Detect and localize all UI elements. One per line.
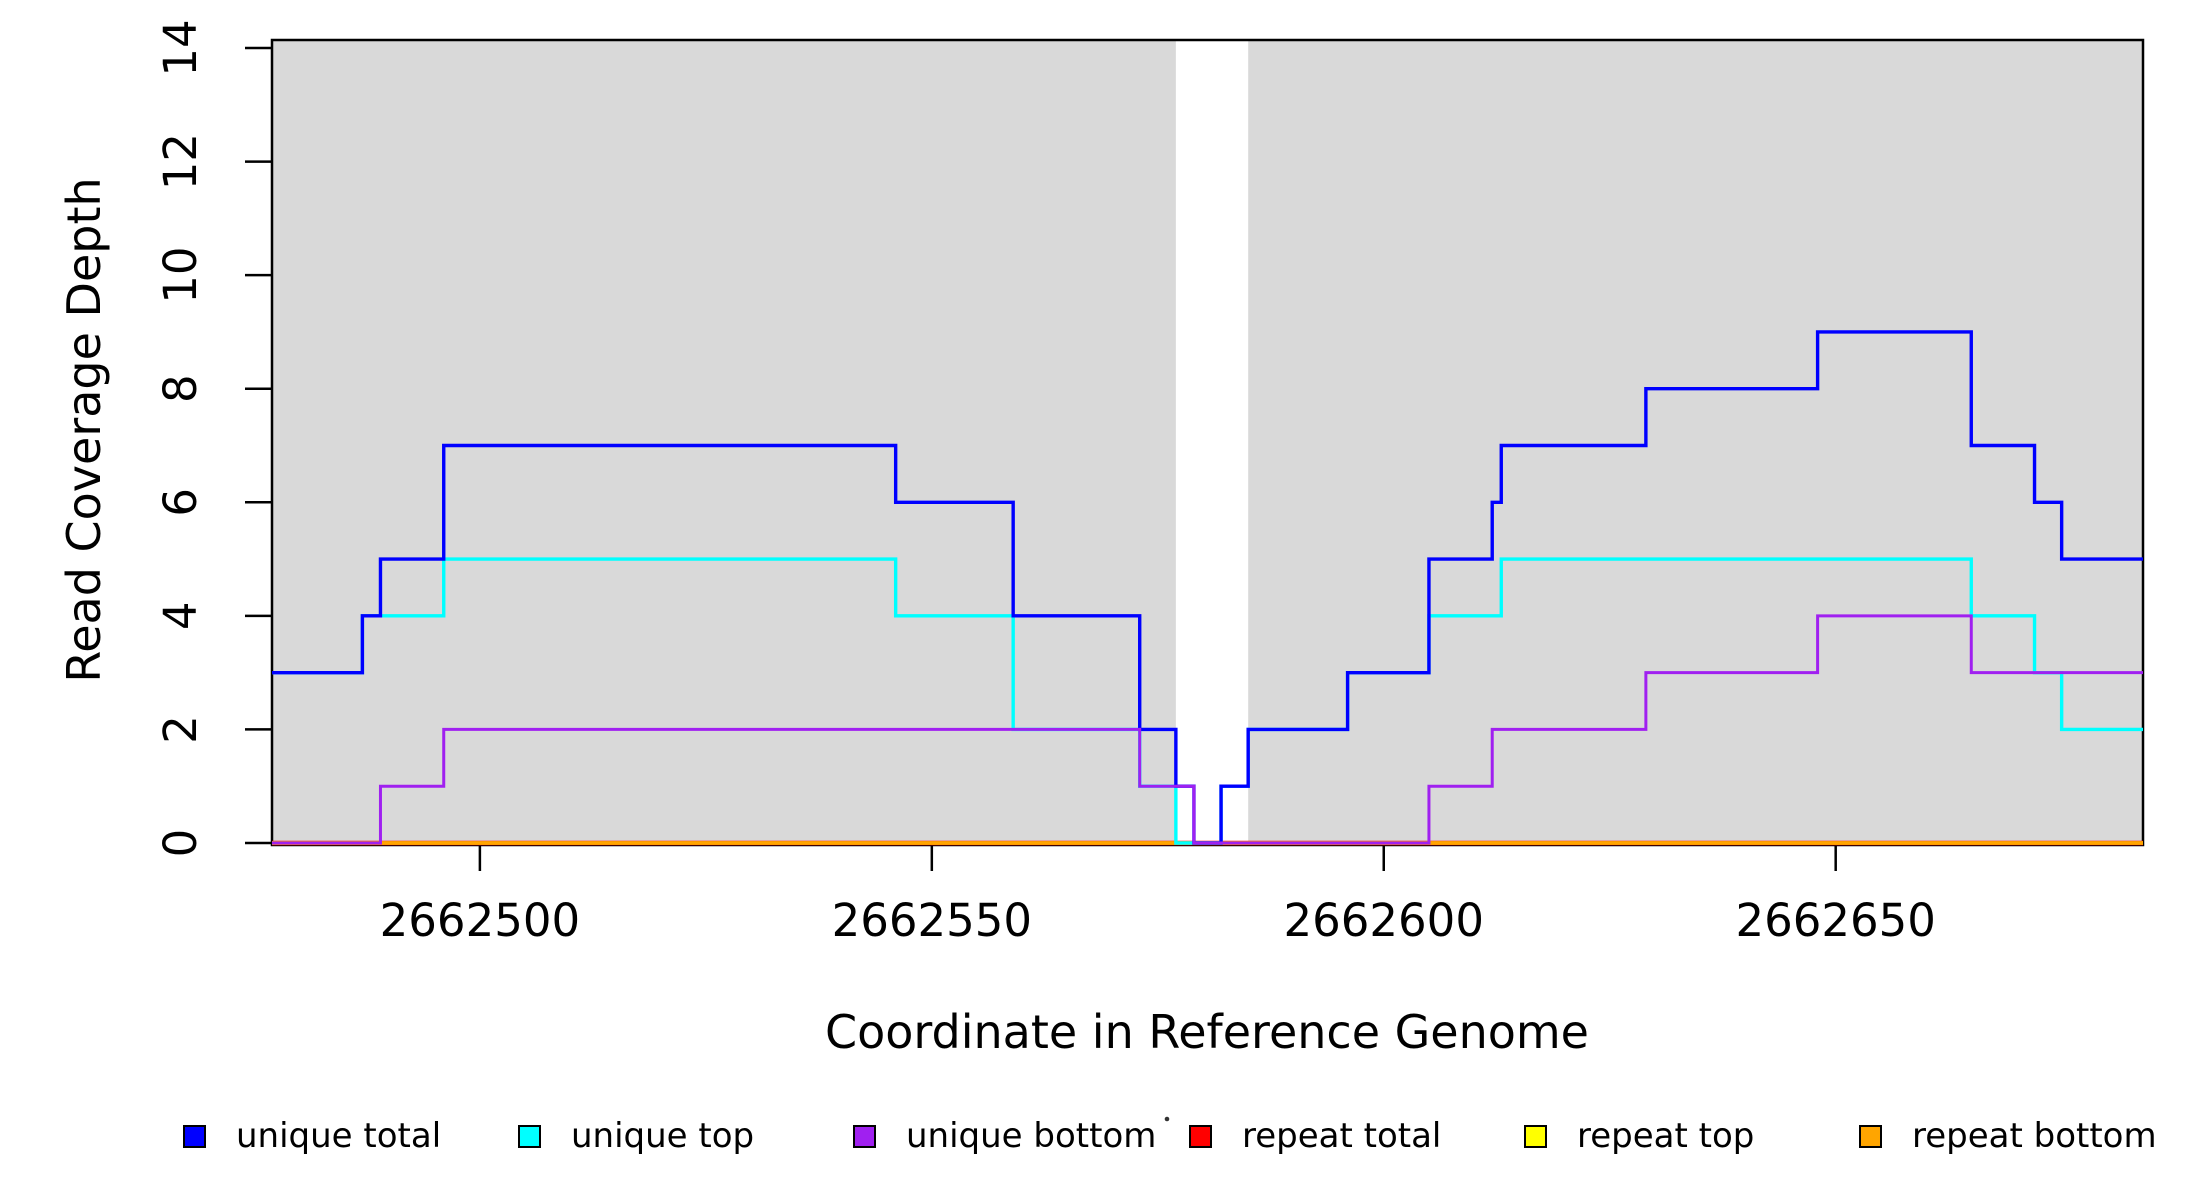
series-line-unique-bottom bbox=[272, 614, 2143, 845]
legend-swatch-unique-top bbox=[518, 1124, 541, 1148]
legend-item-repeat-bottom: repeat bottom bbox=[1859, 1116, 2157, 1156]
x-tick-label: 2662500 bbox=[380, 894, 580, 947]
legend-swatch-unique-total bbox=[183, 1124, 206, 1148]
y-tick-label: 2 bbox=[154, 715, 207, 744]
legend-swatch-repeat-bottom bbox=[1859, 1124, 1882, 1148]
x-tick-label: 2662600 bbox=[1284, 894, 1484, 947]
y-tick-label: 12 bbox=[154, 133, 207, 190]
series-line-unique-total bbox=[272, 330, 2143, 845]
y-tick-label: 0 bbox=[154, 829, 207, 858]
legend-item-unique-bottom: unique bottom bbox=[853, 1116, 1157, 1156]
legend-item-unique-total: unique total bbox=[183, 1116, 442, 1156]
legend-item-repeat-top: repeat top bbox=[1524, 1116, 1755, 1156]
y-tick-label: 10 bbox=[154, 247, 207, 304]
legend-swatch-repeat-top bbox=[1524, 1124, 1547, 1148]
y-axis-title: Read Coverage Depth bbox=[57, 177, 111, 682]
legend-label: repeat total bbox=[1242, 1116, 1442, 1156]
x-tick-label: 2662650 bbox=[1735, 894, 1935, 947]
legend-swatch-repeat-total bbox=[1189, 1124, 1212, 1148]
y-tick-label: 6 bbox=[154, 488, 207, 517]
legend-label: unique total bbox=[236, 1116, 442, 1156]
y-tick-label: 8 bbox=[154, 374, 207, 403]
y-tick-label: 4 bbox=[154, 602, 207, 631]
x-axis-title: Coordinate in Reference Genome bbox=[825, 1005, 1589, 1059]
legend-label: repeat bottom bbox=[1912, 1116, 2157, 1156]
gray-band-left bbox=[272, 40, 1176, 845]
series-lines bbox=[272, 330, 2143, 846]
x-tick-label: 2662550 bbox=[832, 894, 1032, 947]
legend-label: unique top bbox=[571, 1116, 755, 1156]
legend-swatch-unique-bottom bbox=[853, 1124, 876, 1148]
y-tick-label: 14 bbox=[154, 19, 207, 76]
chart-legend: unique total unique top unique bottom repea… bbox=[0, 1116, 2200, 1156]
x-axis-ticks: 2662500 2662550 2662600 2662650 bbox=[380, 845, 1936, 947]
legend-label: unique bottom bbox=[906, 1116, 1157, 1156]
shaded-regions bbox=[272, 40, 2143, 845]
gray-band-right bbox=[1248, 40, 2143, 845]
stray-dot-mark bbox=[1164, 1116, 1170, 1122]
y-axis-ticks: 0 2 4 6 8 10 12 14 bbox=[154, 19, 272, 857]
legend-item-repeat-total: repeat total bbox=[1189, 1116, 1442, 1156]
legend-item-unique-top: unique top bbox=[518, 1116, 755, 1156]
legend-label: repeat top bbox=[1577, 1116, 1755, 1156]
